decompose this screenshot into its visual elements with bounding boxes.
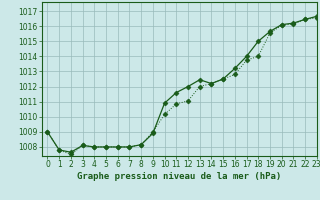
X-axis label: Graphe pression niveau de la mer (hPa): Graphe pression niveau de la mer (hPa): [77, 172, 281, 181]
